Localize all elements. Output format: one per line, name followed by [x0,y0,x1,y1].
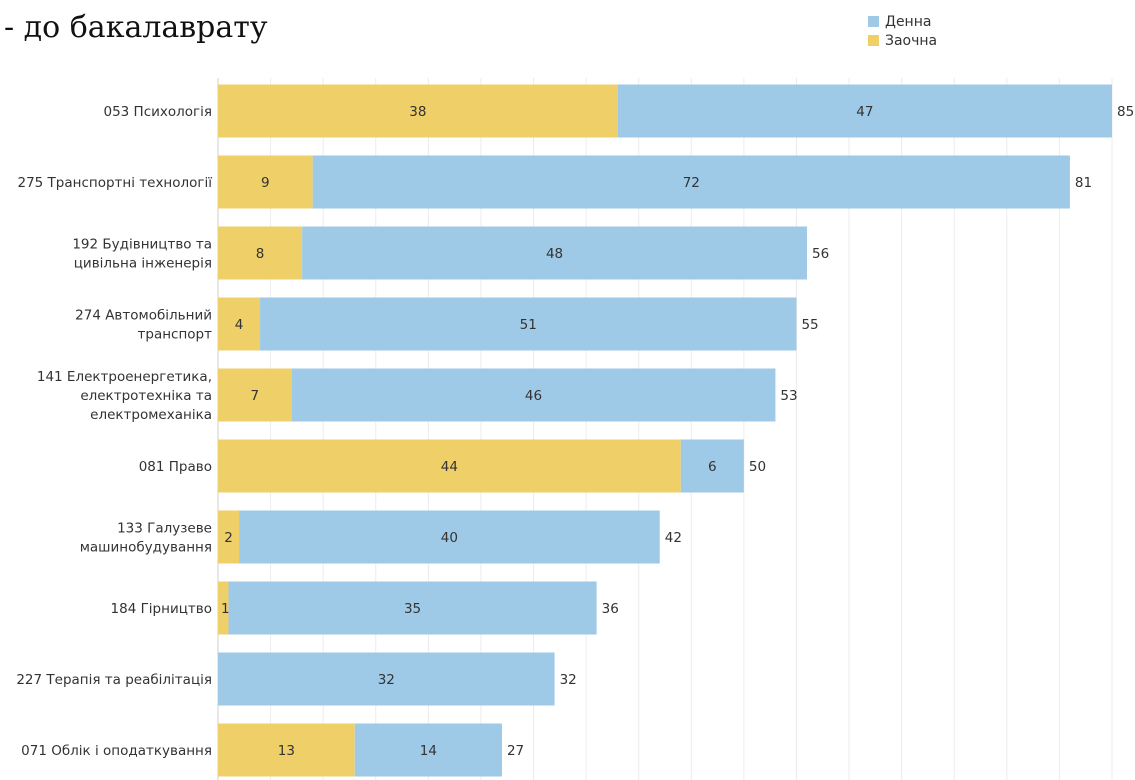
bar-value-label: 40 [441,530,458,546]
bar-value-label: 38 [409,104,426,120]
bar-segment-zaochna[interactable] [218,723,355,777]
bar-total-label: 53 [780,388,797,404]
bar-segment-denna[interactable] [617,84,1112,138]
category-label: 275 Транспортні технології [17,175,212,191]
bar-segment-zaochna[interactable] [218,226,303,280]
bar-segment-denna[interactable] [260,297,797,351]
bar-value-label: 7 [251,388,260,404]
bar-total-label: 55 [801,317,818,333]
bar-value-label: 32 [378,672,395,688]
bar-segment-denna[interactable] [228,581,597,635]
bar-total-label: 81 [1075,175,1092,191]
legend-swatch-zaochna [868,35,879,46]
bar-segment-denna[interactable] [680,439,744,493]
bar-value-label: 14 [420,743,437,759]
bar-value-label: 13 [278,743,295,759]
bar-value-label: 72 [683,175,700,191]
bar-value-label: 8 [256,246,265,262]
bar-value-label: 46 [525,388,542,404]
bar-total-label: 50 [749,459,766,475]
category-label: 071 Облік і оподаткування [21,743,212,759]
bar-value-label: 51 [520,317,537,333]
category-label: 184 Гірництво [111,601,212,617]
bar-total-label: 85 [1117,104,1134,120]
bar-segment-denna[interactable] [312,155,1070,209]
legend: Денна Заочна [868,12,937,50]
bar-value-label: 6 [708,459,717,475]
category-label: 133 Галузеве машинобудування [80,521,212,556]
legend-swatch-denna [868,16,879,27]
bar-segment-denna[interactable] [354,723,502,777]
bar-segment-zaochna[interactable] [218,368,292,422]
legend-label-zaochna: Заочна [885,32,938,49]
bar-segment-denna[interactable] [218,652,555,706]
category-label: 053 Психологія [103,104,212,120]
legend-label-denna: Денна [885,13,932,30]
category-label: 274 Автомобільний транспорт [75,308,212,343]
category-label: 141 Електроенергетика, електротехніка та е… [37,369,212,423]
legend-item-zaochna[interactable]: Заочна [868,31,937,50]
bar-value-label: 35 [404,601,421,617]
bar-value-label: 1 [221,601,230,617]
category-label: 081 Право [139,459,212,475]
category-label: 192 Будівництво та цивільна інженерія [72,237,212,272]
legend-item-denna[interactable]: Денна [868,12,937,31]
bar-segment-zaochna[interactable] [218,155,313,209]
bar-segment-zaochna[interactable] [218,510,240,564]
bar-segment-zaochna[interactable] [218,297,261,351]
bar-total-label: 56 [812,246,829,262]
category-label: 227 Терапія та реабілітація [16,672,212,688]
bar-segment-denna[interactable] [302,226,807,280]
bar-value-label: 47 [856,104,873,120]
bar-value-label: 4 [235,317,244,333]
bar-total-label: 36 [602,601,619,617]
bar-segment-zaochna[interactable] [218,581,229,635]
bar-segment-zaochna[interactable] [218,439,681,493]
bar-segment-denna[interactable] [239,510,660,564]
bar-segment-zaochna[interactable] [218,84,618,138]
bar-value-label: 2 [224,530,233,546]
bar-total-label: 32 [560,672,577,688]
bar-value-label: 9 [261,175,270,191]
bar-value-label: 44 [441,459,458,475]
chart-title: - до бакалаврату [4,10,268,45]
bar-total-label: 27 [507,743,524,759]
bar-value-label: 48 [546,246,563,262]
bar-total-label: 42 [665,530,682,546]
bar-segment-denna[interactable] [291,368,776,422]
